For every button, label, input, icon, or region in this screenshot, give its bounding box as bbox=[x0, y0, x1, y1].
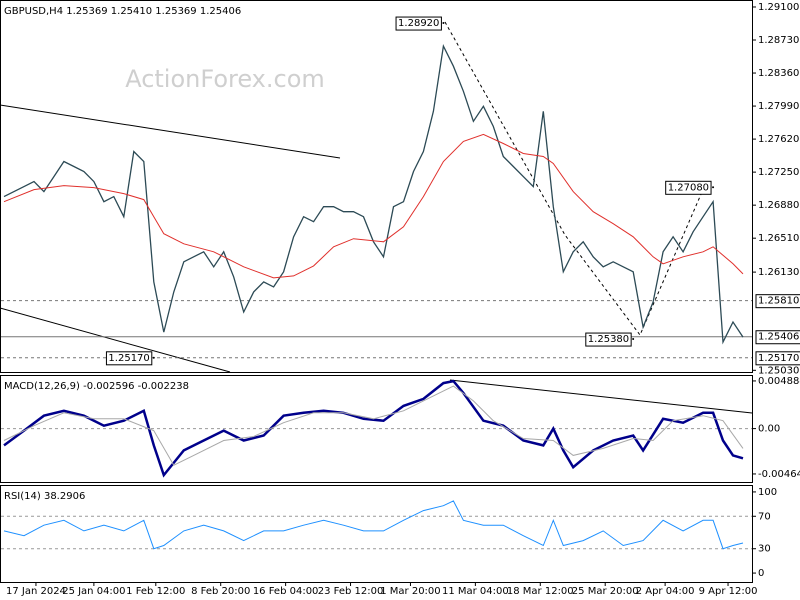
price-line-label: 1.25406 bbox=[758, 332, 799, 343]
annotation-point bbox=[632, 338, 635, 341]
y-tick-label: 0.00 bbox=[758, 424, 780, 435]
x-tick-label: 1 Mar 20:00 bbox=[380, 586, 440, 597]
watermark: ActionForex.com bbox=[125, 65, 325, 93]
price-line-label: 1.25810 bbox=[758, 296, 799, 307]
y-tick-label: 1.27620 bbox=[758, 134, 799, 145]
annotation-label: 1.25170 bbox=[108, 353, 149, 364]
price-line-label: 1.25170 bbox=[758, 353, 799, 364]
annotation-label-box bbox=[395, 16, 442, 31]
y-tick-label: 1.27250 bbox=[758, 167, 799, 178]
panel-title: RSI(14) 38.2906 bbox=[4, 491, 85, 502]
x-tick-label: 18 Mar 12:00 bbox=[507, 586, 574, 597]
series-line bbox=[3, 379, 744, 478]
y-tick-label: 1.26130 bbox=[758, 267, 799, 278]
annotation-point bbox=[152, 356, 155, 359]
x-tick-label: 11 Mar 04:00 bbox=[442, 586, 509, 597]
y-tick-label: 1.26880 bbox=[758, 200, 799, 211]
x-tick-label: 1 Feb 12:00 bbox=[126, 586, 185, 597]
price-panel bbox=[0, 0, 753, 373]
annotation-label-box bbox=[105, 351, 153, 366]
y-tick-label: 1.29100 bbox=[758, 2, 799, 13]
y-tick-label: 1.26510 bbox=[758, 233, 799, 244]
y-tick-label: 1.28730 bbox=[758, 35, 799, 46]
trend-line bbox=[0, 104, 341, 159]
annotation-point bbox=[712, 186, 715, 189]
y-tick-label: 1.27990 bbox=[758, 101, 799, 112]
x-tick-label: 2 Apr 04:00 bbox=[636, 586, 695, 597]
y-tick-label: 0.004884 bbox=[758, 376, 800, 387]
x-tick-label: 25 Jan 04:00 bbox=[62, 586, 125, 597]
annotation-label: 1.25380 bbox=[588, 334, 629, 345]
annotation-label-box bbox=[665, 180, 712, 195]
x-tick-label: 9 Apr 12:00 bbox=[699, 586, 758, 597]
y-tick-label: -0.004645 bbox=[758, 469, 800, 480]
price-line-label-box bbox=[755, 351, 800, 366]
x-tick-label: 23 Feb 12:00 bbox=[318, 586, 384, 597]
series-line bbox=[3, 385, 744, 466]
x-tick-label: 17 Jan 2024 bbox=[6, 586, 66, 597]
trend-line bbox=[0, 307, 231, 373]
rsi-panel bbox=[0, 485, 753, 583]
x-tick-label: 8 Feb 20:00 bbox=[191, 586, 250, 597]
annotation-label: 1.28920 bbox=[398, 18, 439, 29]
y-tick-label: 70 bbox=[758, 511, 771, 522]
trend-lines bbox=[0, 104, 753, 414]
x-tick-label: 25 Mar 20:00 bbox=[572, 586, 639, 597]
series-line bbox=[3, 133, 744, 279]
series-line bbox=[3, 500, 744, 550]
panel-title: MACD(12,26,9) -0.002596 -0.002238 bbox=[4, 381, 189, 392]
panel-title: GBPUSD,H4 1.25369 1.25410 1.25369 1.2540… bbox=[4, 6, 241, 17]
price-line-label-box bbox=[755, 330, 800, 345]
x-tick-label: 16 Feb 04:00 bbox=[253, 586, 319, 597]
price-line-label-box bbox=[755, 294, 800, 309]
y-tick-label: 30 bbox=[758, 544, 771, 555]
annotation-label-box bbox=[585, 332, 632, 347]
y-tick-label: 1.28360 bbox=[758, 68, 799, 79]
annotation-point bbox=[442, 22, 445, 25]
y-tick-label: 1.25030 bbox=[758, 365, 799, 376]
y-tick-label: 100 bbox=[758, 487, 777, 498]
trend-line bbox=[449, 379, 753, 414]
annotation-label: 1.27080 bbox=[668, 182, 709, 193]
y-tick-label: 0 bbox=[758, 568, 764, 579]
